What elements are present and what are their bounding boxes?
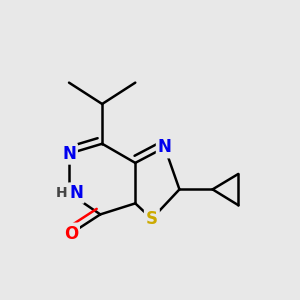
Text: N: N <box>158 138 172 156</box>
Text: N: N <box>69 184 83 202</box>
Text: H: H <box>56 186 67 200</box>
Text: N: N <box>62 145 76 163</box>
Text: S: S <box>146 210 158 228</box>
Text: O: O <box>64 224 78 242</box>
